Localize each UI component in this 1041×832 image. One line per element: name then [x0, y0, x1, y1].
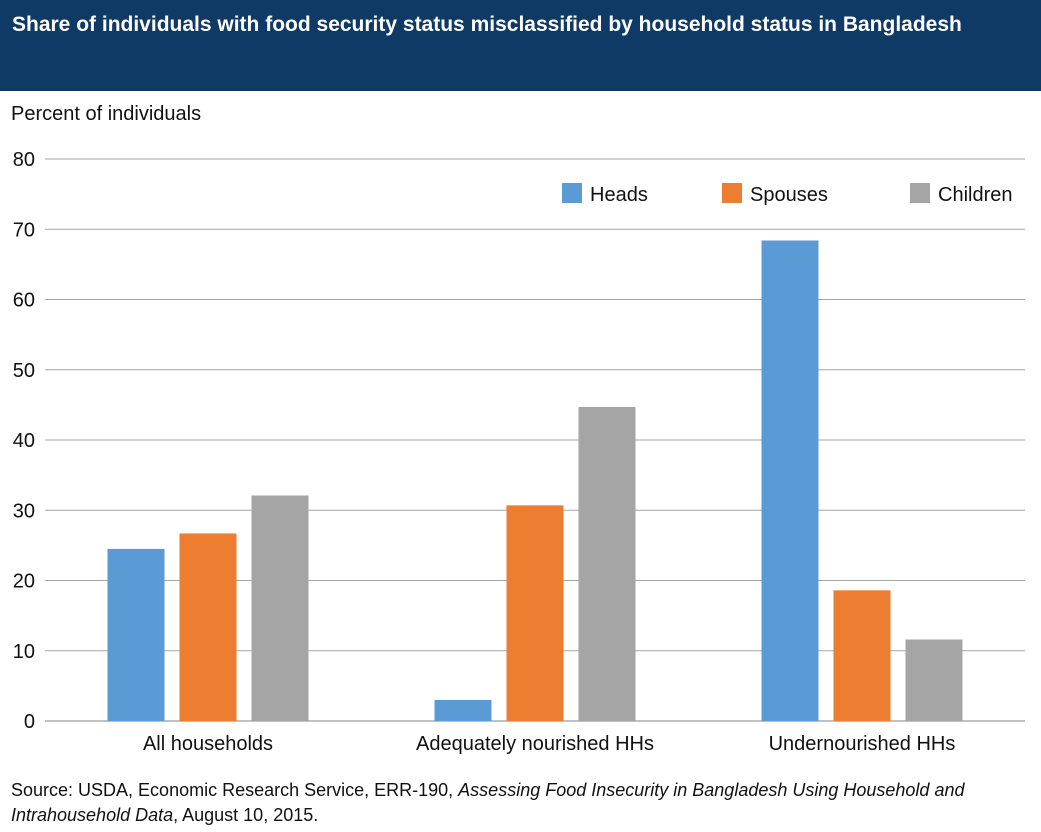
y-tick-label: 60: [13, 290, 35, 312]
bar-children: [251, 495, 309, 721]
y-tick-label: 0: [24, 711, 35, 733]
bar-heads: [434, 699, 492, 721]
chart-title: Share of individuals with food security …: [12, 13, 962, 36]
legend-label: Heads: [590, 184, 648, 206]
legend-label: Spouses: [750, 184, 828, 206]
bar-heads: [761, 240, 819, 722]
y-tick-label: 10: [13, 641, 35, 663]
bar-spouses: [506, 505, 564, 721]
legend-swatch: [910, 183, 930, 203]
title-bar: Share of individuals with food security …: [0, 0, 1041, 91]
legend-swatch: [722, 183, 742, 203]
y-axis-label: Percent of individuals: [11, 103, 202, 125]
x-tick-label: Undernourished HHs: [769, 733, 956, 755]
legend-label: Children: [938, 184, 1012, 206]
bar-spouses: [833, 590, 891, 721]
source-prefix: Source: USDA, Economic Research Service,…: [11, 780, 459, 800]
y-tick-label: 70: [13, 219, 35, 241]
bar-children: [578, 406, 636, 721]
source-note: Source: USDA, Economic Research Service,…: [11, 778, 1021, 828]
legend-swatch: [562, 183, 582, 203]
source-suffix: , August 10, 2015.: [173, 805, 319, 825]
x-tick-label: All households: [143, 733, 273, 755]
y-tick-label: 30: [13, 500, 35, 522]
y-tick-label: 80: [13, 149, 35, 171]
bar-spouses: [179, 533, 237, 721]
source-report-title: Assessing Food Insecurity in Bangladesh …: [11, 780, 965, 825]
bar-chart: 0 10 20 30 40 50 60 70 80 All households Adequatel…: [13, 149, 1025, 755]
y-tick-label: 50: [13, 360, 35, 382]
y-tick-label: 40: [13, 430, 35, 452]
x-tick-label: Adequately nourished HHs: [416, 733, 654, 755]
bar-heads: [107, 548, 165, 721]
y-tick-label: 20: [13, 571, 35, 593]
bar-children: [905, 639, 963, 721]
